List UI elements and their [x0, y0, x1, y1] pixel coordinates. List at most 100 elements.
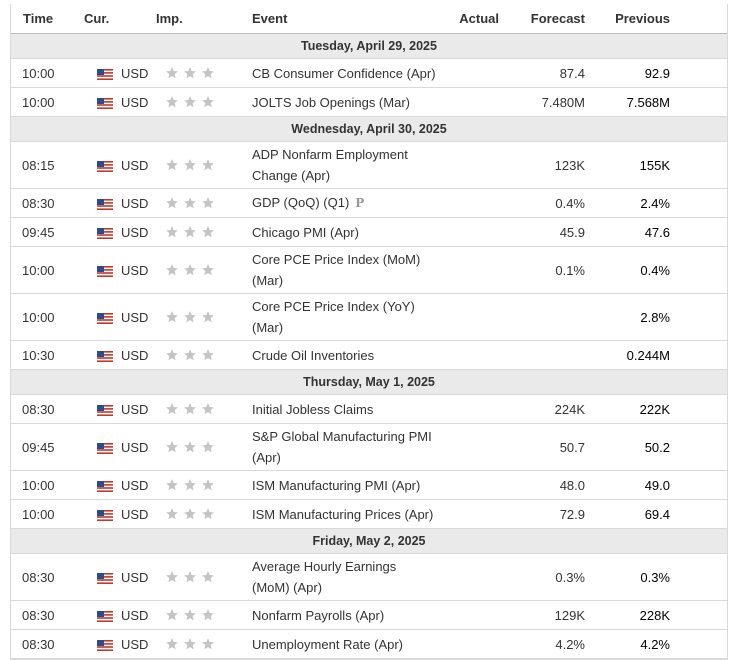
event-name[interactable]: GDP (QoQ) (Q1): [252, 195, 350, 210]
economic-calendar-table: Time Cur. Imp. Event Actual Forecast Pre…: [10, 4, 728, 660]
header-currency[interactable]: Cur.: [84, 11, 110, 26]
event-name[interactable]: CB Consumer Confidence (Apr): [252, 65, 436, 81]
importance-cell: [156, 402, 252, 416]
event-row[interactable]: 08:30 USD Unemployment Rate (Apr) 4.2% 4.2%: [11, 630, 727, 659]
importance-stars: [165, 263, 215, 277]
importance-stars: [165, 637, 215, 651]
event-forecast: 123K: [554, 157, 585, 173]
star-icon: [165, 637, 179, 651]
event-name[interactable]: Unemployment Rate (Apr): [252, 636, 403, 652]
importance-cell: [156, 348, 252, 362]
table-header: Time Cur. Imp. Event Actual Forecast Pre…: [11, 4, 727, 34]
event-row[interactable]: 08:30 USD Average Hourly Earnings (MoM) (A…: [11, 554, 727, 601]
event-time: 08:30: [22, 195, 55, 211]
event-time: 08:30: [22, 607, 55, 623]
event-name[interactable]: Average Hourly Earnings (MoM) (Apr): [252, 559, 397, 595]
event-time: 10:00: [22, 65, 55, 81]
event-forecast: 224K: [554, 401, 585, 417]
importance-stars: [165, 66, 215, 80]
event-time: 10:00: [22, 262, 55, 278]
event-forecast: 129K: [554, 607, 585, 623]
header-previous[interactable]: Previous: [615, 11, 670, 26]
event-currency-cell: USD: [84, 637, 156, 652]
event-previous: 69.4: [644, 506, 670, 522]
event-name[interactable]: Chicago PMI (Apr): [252, 224, 359, 240]
table-body: Tuesday, April 29, 2025 10:00 USD CB Consum…: [11, 34, 727, 659]
event-row[interactable]: 10:00 USD Core PCE Price Index (YoY) (Mar)…: [11, 294, 727, 341]
event-forecast: 0.3%: [555, 569, 585, 585]
event-row[interactable]: 08:30 USD GDP (QoQ) (Q1) P 0.4% 2.4%: [11, 189, 727, 218]
day-header-date: Friday, May 2, 2025: [312, 534, 426, 548]
event-forecast: 0.1%: [555, 262, 585, 278]
event-row[interactable]: 08:30 USD Initial Jobless Claims 224K 222K: [11, 395, 727, 424]
event-name[interactable]: Core PCE Price Index (YoY) (Mar): [252, 299, 415, 335]
header-forecast[interactable]: Forecast: [530, 11, 585, 26]
event-previous: 228K: [639, 607, 670, 623]
event-row[interactable]: 08:30 USD Nonfarm Payrolls (Apr) 129K 228K: [11, 601, 727, 630]
star-icon: [183, 637, 197, 651]
event-name[interactable]: Crude Oil Inventories: [252, 347, 375, 363]
us-flag-icon: [97, 572, 113, 584]
header-time[interactable]: Time: [23, 11, 54, 26]
header-importance[interactable]: Imp.: [156, 11, 183, 26]
star-icon: [165, 440, 179, 454]
importance-cell: [156, 507, 252, 521]
event-currency-cell: USD: [84, 310, 156, 325]
event-previous: 50.2: [644, 439, 670, 455]
us-flag-icon: [97, 312, 113, 324]
event-name[interactable]: ISM Manufacturing Prices (Apr): [252, 506, 434, 522]
star-icon: [165, 95, 179, 109]
star-icon: [165, 608, 179, 622]
us-flag-icon: [97, 404, 113, 416]
event-name[interactable]: Nonfarm Payrolls (Apr): [252, 607, 385, 623]
event-name[interactable]: Core PCE Price Index (MoM) (Mar): [252, 252, 421, 288]
importance-stars: [165, 225, 215, 239]
event-time: 10:00: [22, 94, 55, 110]
star-icon: [165, 310, 179, 324]
event-row[interactable]: 09:45 USD S&P Global Manufacturing PMI (Ap…: [11, 424, 727, 471]
event-currency: USD: [121, 157, 149, 173]
event-name-cell: Core PCE Price Index (MoM) (Mar): [252, 249, 437, 291]
us-flag-icon: [97, 68, 113, 80]
star-icon: [201, 196, 215, 210]
us-flag-icon: [97, 442, 113, 454]
event-forecast: 4.2%: [555, 636, 585, 652]
star-icon: [165, 402, 179, 416]
header-event[interactable]: Event: [252, 11, 288, 26]
star-icon: [201, 570, 215, 584]
event-name[interactable]: JOLTS Job Openings (Mar): [252, 94, 410, 110]
importance-stars: [165, 570, 215, 584]
event-forecast: 45.9: [559, 224, 585, 240]
star-icon: [201, 348, 215, 362]
event-time: 08:15: [22, 157, 55, 173]
event-row[interactable]: 08:15 USD ADP Nonfarm Employment Change (A…: [11, 142, 727, 189]
event-row[interactable]: 10:00 USD CB Consumer Confidence (Apr) 87.4…: [11, 59, 727, 88]
star-icon: [165, 263, 179, 277]
event-row[interactable]: 09:45 USD Chicago PMI (Apr) 45.9 47.6: [11, 218, 727, 247]
star-icon: [183, 608, 197, 622]
event-name[interactable]: ADP Nonfarm Employment Change (Apr): [252, 147, 408, 183]
event-name[interactable]: S&P Global Manufacturing PMI (Apr): [252, 429, 432, 465]
star-icon: [201, 158, 215, 172]
event-time: 09:45: [22, 224, 55, 240]
star-icon: [201, 263, 215, 277]
event-currency-cell: USD: [84, 348, 156, 363]
event-row[interactable]: 10:00 USD Core PCE Price Index (MoM) (Mar)…: [11, 247, 727, 294]
event-row[interactable]: 10:30 USD Crude Oil Inventories 0.244M: [11, 341, 727, 370]
importance-cell: [156, 440, 252, 454]
event-row[interactable]: 10:00 USD ISM Manufacturing Prices (Apr) 72…: [11, 500, 727, 529]
event-currency-cell: USD: [84, 66, 156, 81]
importance-cell: [156, 310, 252, 324]
event-name-cell: Nonfarm Payrolls (Apr): [252, 605, 437, 626]
event-time: 10:00: [22, 477, 55, 493]
importance-cell: [156, 263, 252, 277]
star-icon: [165, 570, 179, 584]
day-header-date: Thursday, May 1, 2025: [303, 375, 435, 389]
event-name[interactable]: Initial Jobless Claims: [252, 401, 374, 417]
event-time: 08:30: [22, 401, 55, 417]
header-actual[interactable]: Actual: [459, 11, 499, 26]
event-row[interactable]: 10:00 USD JOLTS Job Openings (Mar) 7.480M 7.…: [11, 88, 727, 117]
event-currency-cell: USD: [84, 158, 156, 173]
event-name[interactable]: ISM Manufacturing PMI (Apr): [252, 477, 421, 493]
event-row[interactable]: 10:00 USD ISM Manufacturing PMI (Apr) 48.0 4…: [11, 471, 727, 500]
